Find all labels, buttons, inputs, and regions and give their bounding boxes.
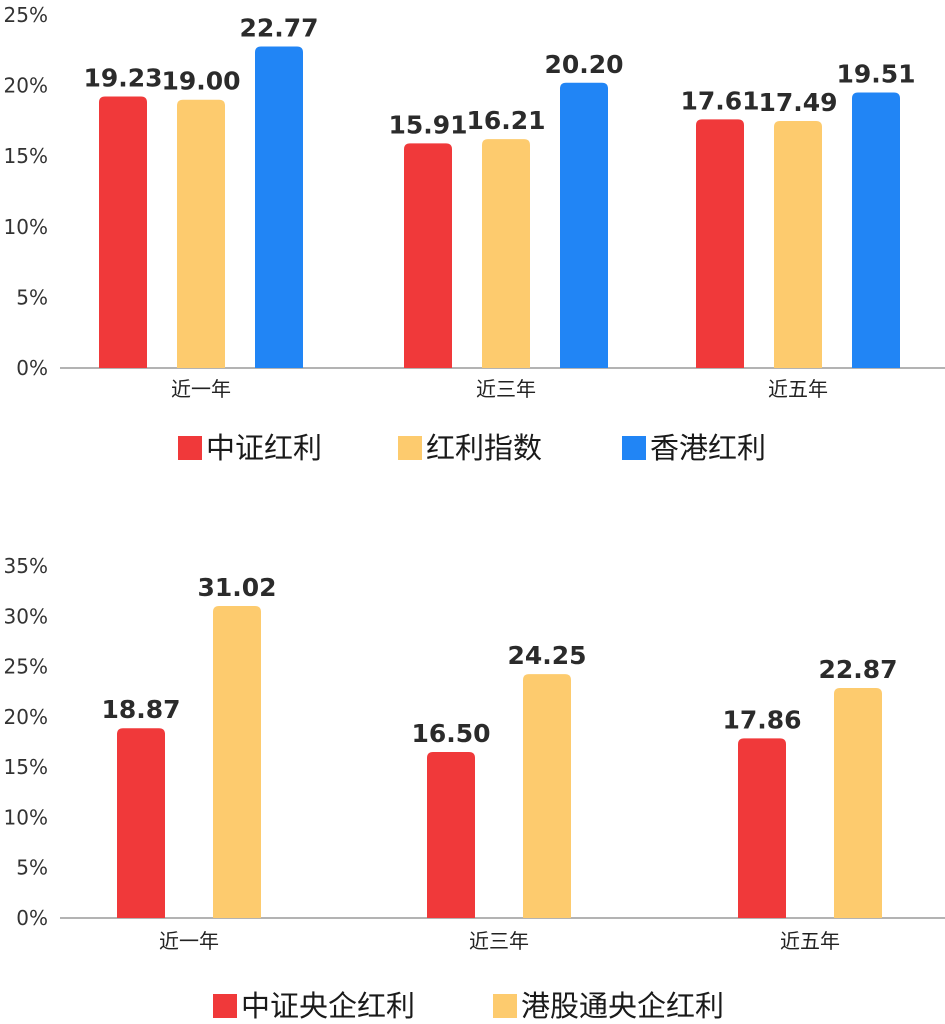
legend-label-2-1: 港股通央企红利 xyxy=(521,989,724,1023)
x-category-label: 近三年 xyxy=(469,929,529,953)
value-label-1-s0-c1: 15.91 xyxy=(388,110,467,139)
value-label-1-s0-c2: 17.61 xyxy=(680,86,759,115)
value-label-2-s0-c0: 18.87 xyxy=(101,695,180,724)
y-tick-label: 20% xyxy=(4,705,48,729)
value-label-2-s1-c2: 22.87 xyxy=(818,655,897,684)
y-tick-label: 10% xyxy=(4,215,48,239)
y-tick-label: 25% xyxy=(4,3,48,27)
legend-swatch-2-0 xyxy=(213,994,237,1018)
y-tick-label: 0% xyxy=(16,356,48,380)
value-label-1-s1-c2: 17.49 xyxy=(758,88,837,117)
legend-swatch-1-2 xyxy=(622,436,646,460)
value-label-2-s0-c1: 16.50 xyxy=(411,719,490,748)
bar-1-s1-c2 xyxy=(774,121,822,368)
bar-1-s0-c0 xyxy=(99,96,147,368)
value-label-1-s0-c0: 19.23 xyxy=(83,63,162,92)
legend-swatch-2-1 xyxy=(493,994,517,1018)
legend-label-1-2: 香港红利 xyxy=(650,431,766,465)
x-category-label: 近五年 xyxy=(768,377,828,401)
bar-1-s0-c2 xyxy=(696,119,744,368)
y-tick-label: 5% xyxy=(16,856,48,880)
x-category-label: 近一年 xyxy=(159,929,219,953)
value-label-1-s2-c0: 22.77 xyxy=(239,13,318,42)
value-label-2-s1-c1: 24.25 xyxy=(507,641,586,670)
legend-swatch-1-1 xyxy=(398,436,422,460)
bar-2-s0-c1 xyxy=(427,752,475,918)
legend-label-1-1: 红利指数 xyxy=(426,431,542,465)
value-label-1-s2-c2: 19.51 xyxy=(836,60,915,89)
bar-1-s2-c0 xyxy=(255,46,303,368)
y-tick-label: 35% xyxy=(4,554,48,578)
y-tick-label: 20% xyxy=(4,74,48,98)
x-category-label: 近五年 xyxy=(780,929,840,953)
bar-1-s1-c1 xyxy=(482,139,530,368)
value-label-1-s1-c1: 16.21 xyxy=(466,106,545,135)
bar-1-s2-c1 xyxy=(560,82,608,368)
bar-2-s1-c2 xyxy=(834,687,882,918)
legend-swatch-1-0 xyxy=(178,436,202,460)
chart-soe-dividend-returns: 0% 5% 10% 15% 20% 25% 30% 35% 18.87 16.50 17.86 31.… xyxy=(4,554,945,1023)
legend-label-2-0: 中证央企红利 xyxy=(241,989,415,1023)
y-tick-label: 30% xyxy=(4,604,48,628)
bar-2-s0-c2 xyxy=(738,738,786,918)
y-tick-label: 15% xyxy=(4,755,48,779)
value-label-1-s2-c1: 20.20 xyxy=(544,50,623,79)
y-tick-label: 0% xyxy=(16,906,48,930)
x-category-label: 近一年 xyxy=(171,377,231,401)
y-tick-label: 25% xyxy=(4,655,48,679)
bar-2-s1-c0 xyxy=(213,606,261,918)
legend-label-1-0: 中证红利 xyxy=(206,431,322,465)
y-tick-label: 10% xyxy=(4,805,48,829)
bar-1-s0-c1 xyxy=(404,143,452,368)
bar-1-s1-c0 xyxy=(177,99,225,368)
bar-2-s0-c0 xyxy=(117,728,165,918)
bar-2-s1-c1 xyxy=(523,674,571,918)
value-label-2-s1-c0: 31.02 xyxy=(197,573,276,602)
bar-1-s2-c2 xyxy=(852,92,900,368)
y-tick-label: 5% xyxy=(16,285,48,309)
x-category-label: 近三年 xyxy=(476,377,536,401)
value-label-1-s1-c0: 19.00 xyxy=(161,67,240,96)
y-tick-label: 15% xyxy=(4,144,48,168)
value-label-2-s0-c2: 17.86 xyxy=(722,705,801,734)
chart-dividend-returns: 0% 5% 10% 15% 20% 25% 19.23 15.91 17.61 19.00 16.2… xyxy=(4,3,945,465)
